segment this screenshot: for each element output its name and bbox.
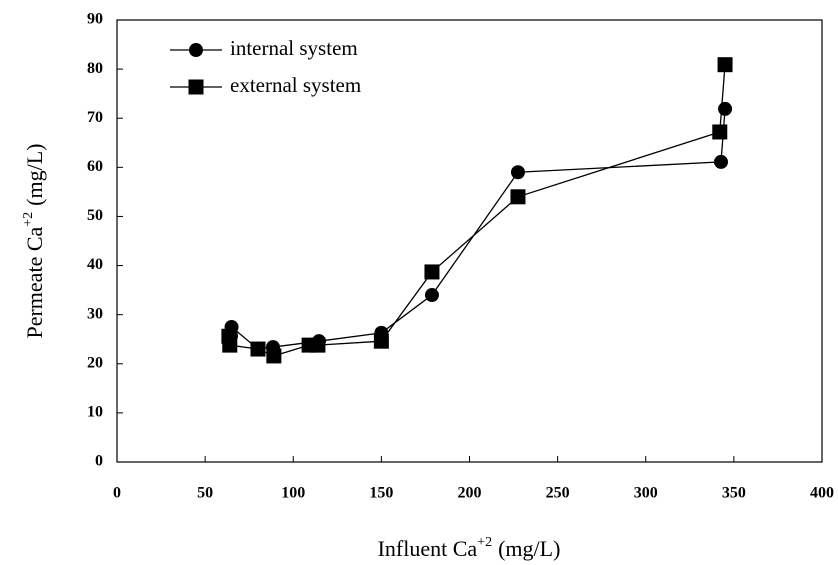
x-tick-label: 400 — [810, 485, 834, 502]
data-point — [250, 341, 266, 357]
legend-marker — [188, 79, 204, 95]
x-tick-label: 250 — [546, 485, 570, 502]
y-label-unit: (mg/L) — [22, 143, 47, 205]
x-axis-label: Influent Ca+2 (mg/L) — [378, 535, 561, 561]
y-tick-label: 10 — [87, 404, 103, 421]
x-tick-label: 100 — [281, 485, 305, 502]
data-point — [718, 101, 733, 116]
y-tick-label: 50 — [87, 207, 103, 224]
y-tick-label: 30 — [87, 305, 103, 322]
x-label-unit: (mg/L) — [498, 536, 560, 561]
y-tick-label: 80 — [87, 60, 103, 77]
legend-label: external system — [230, 73, 361, 97]
series-line — [228, 64, 726, 357]
x-tick-label: 200 — [458, 485, 482, 502]
x-tick-label: 0 — [113, 485, 121, 502]
y-tick-label: 90 — [87, 11, 103, 28]
data-point — [510, 189, 526, 205]
y-tick-label: 60 — [87, 158, 103, 175]
y-tick-label: 20 — [87, 354, 103, 371]
data-point — [373, 333, 389, 349]
data-point — [310, 337, 326, 353]
data-point — [510, 165, 525, 180]
data-point — [712, 124, 728, 140]
data-point — [424, 264, 440, 280]
x-tick-label: 300 — [634, 485, 658, 502]
x-label-sup: +2 — [477, 535, 492, 550]
y-tick-label: 70 — [87, 109, 103, 126]
y-label-text: Permeate Ca — [22, 226, 47, 338]
x-label-text: Influent Ca — [378, 536, 478, 561]
x-tick-label: 50 — [197, 485, 213, 502]
y-tick-label: 0 — [95, 453, 103, 470]
y-axis-label: Permeate Ca+2 (mg/L) — [21, 143, 47, 338]
x-tick-label: 150 — [369, 485, 393, 502]
data-point — [714, 154, 729, 169]
data-point — [266, 348, 282, 364]
data-point — [424, 288, 439, 303]
legend-marker — [189, 43, 203, 57]
x-tick-label: 350 — [722, 485, 746, 502]
legend-label: internal system — [230, 36, 358, 60]
y-tick-label: 40 — [87, 256, 103, 273]
data-point — [222, 337, 238, 353]
y-label-sup: +2 — [21, 212, 36, 227]
series-line — [230, 108, 726, 350]
data-point — [717, 57, 733, 73]
